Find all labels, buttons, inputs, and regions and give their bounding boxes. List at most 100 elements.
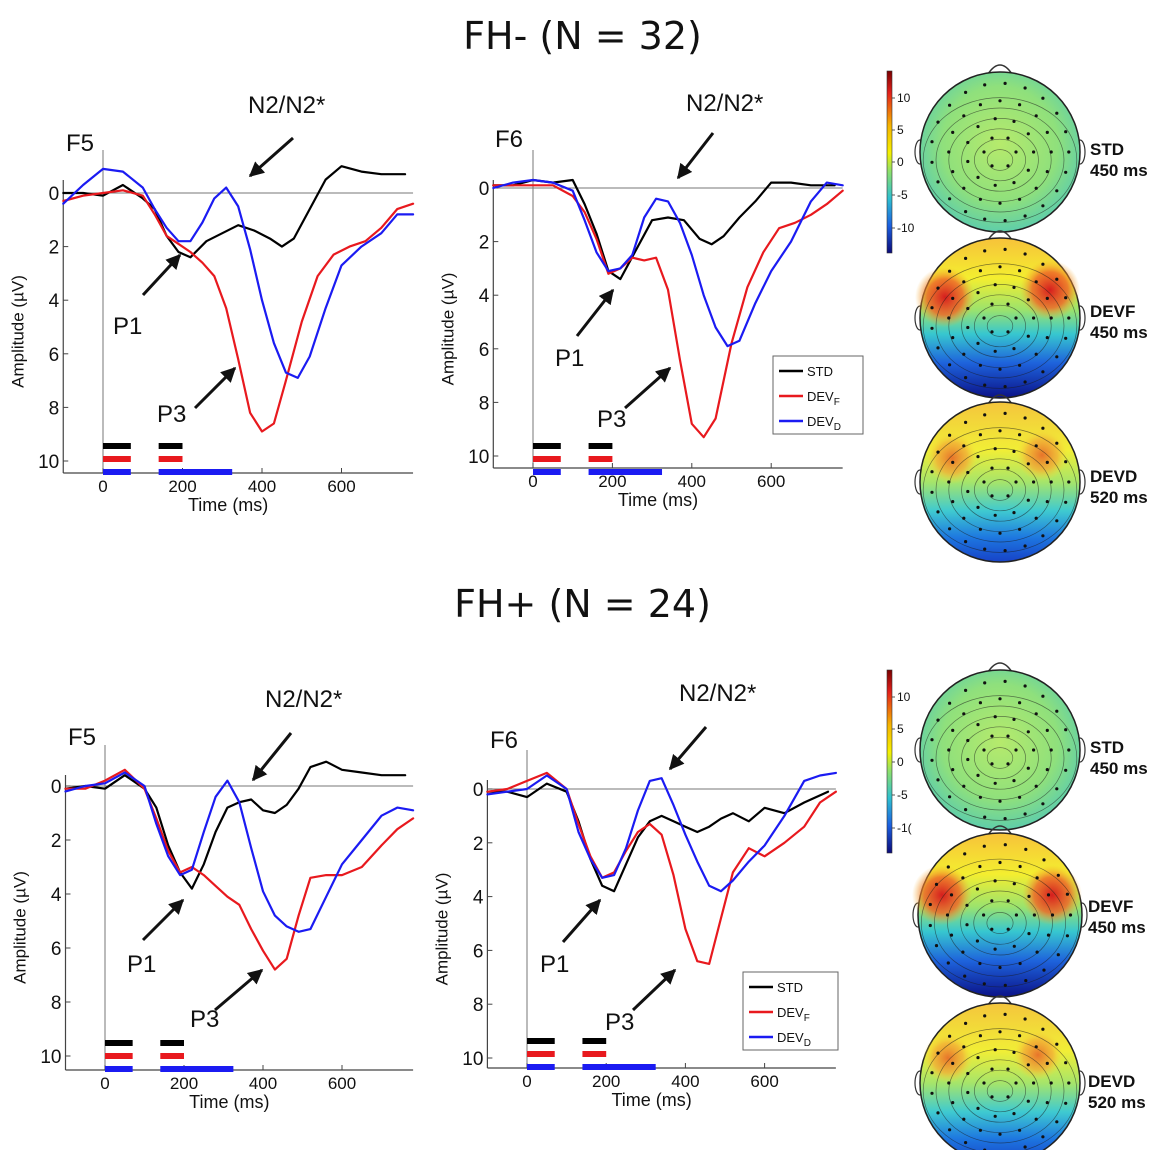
y-axis-label: Amplitude (µV) [432, 873, 451, 986]
electrode-dot [976, 455, 980, 459]
electrode-dot [983, 413, 987, 417]
series-line-devf [64, 768, 415, 971]
electrode-dot [966, 470, 970, 475]
electrode-dot [948, 433, 952, 437]
electrode-dot [1049, 480, 1053, 484]
electrode-dot [990, 164, 994, 168]
contour-line [935, 1038, 1065, 1144]
electrode-dot [976, 291, 980, 295]
electrode-dot [930, 490, 934, 494]
electrode-dot [948, 701, 952, 705]
electrode-dot [1064, 1061, 1068, 1065]
y-tick-label: 4 [49, 291, 60, 312]
electrode-dot [1014, 1081, 1018, 1085]
electrode-dot [934, 882, 939, 887]
electrode-dot [993, 447, 997, 451]
y-tick-label: 10 [468, 447, 489, 468]
electrode-dot [947, 480, 951, 484]
electrode-dot [949, 933, 954, 937]
electrode-dot [928, 902, 932, 907]
contour-line [973, 901, 1027, 945]
topomap-g2-devd [914, 995, 1086, 1150]
electrode-dot [978, 433, 983, 437]
significance-bar-devd [582, 1064, 656, 1070]
series-line-std [486, 782, 830, 893]
electrode-dot [966, 489, 970, 494]
significance-bar-devd [103, 469, 131, 475]
electrode-dot [1064, 336, 1068, 340]
annotation-arrow [214, 968, 264, 1012]
electrode-dot [990, 927, 994, 931]
electrode-dot [990, 762, 994, 766]
electrode-dot [1023, 544, 1027, 548]
y-tick-label: 6 [49, 345, 60, 366]
significance-bar-devf [582, 1051, 607, 1057]
electrode-dot [982, 480, 986, 484]
electrode-dot [1032, 316, 1036, 320]
series-line-devf [492, 184, 844, 439]
electrode-dot [1026, 498, 1030, 502]
y-tick-label: 0 [51, 777, 62, 798]
head-scalp-map [919, 71, 1081, 233]
legend-label-std: STD [777, 980, 803, 995]
significance-bar-devd [160, 1066, 234, 1072]
electrode-dot [978, 864, 982, 869]
y-axis-label: Amplitude (µV) [8, 275, 27, 388]
electrode-dot [951, 1101, 955, 1105]
electrode-dot [993, 879, 997, 883]
electrode-dot [978, 269, 983, 273]
y-tick-label: 10 [40, 1047, 61, 1068]
colorbar-gradient [886, 70, 893, 254]
electrode-dot [1006, 302, 1010, 306]
electrode-dot [1012, 449, 1016, 453]
y-axis-label: Amplitude (µV) [11, 871, 30, 984]
electrode-dot [1026, 334, 1030, 338]
electrode-dot [966, 306, 970, 311]
electrode-dot [1032, 150, 1036, 154]
y-tick-label: 4 [51, 885, 62, 906]
electrode-dot [1018, 269, 1022, 273]
contour-line [974, 736, 1026, 780]
electrode-dot [1003, 1012, 1007, 1017]
y-tick-label: 0 [49, 184, 60, 205]
electrode-dot [978, 527, 983, 531]
electrode-dot [964, 376, 968, 380]
legend-label-devf: DEVF [777, 1005, 810, 1024]
topomap-g1-std [914, 64, 1086, 233]
electrode-dot [1055, 787, 1059, 791]
electrode-dot [1045, 1061, 1049, 1065]
electrode-dot [982, 1081, 986, 1085]
electrode-dot [976, 341, 980, 345]
x-tick-label: 600 [327, 477, 355, 496]
erp-panel-fh-n-f5: 0 2 4 6 8 10 0 200 400 600 Time (ms) Amplitude (µV)… [8, 92, 415, 515]
electrode-dot [1041, 694, 1045, 698]
electrode-dot [993, 349, 997, 353]
x-tick-label: 0 [100, 1074, 109, 1093]
significance-bar-std [582, 1038, 607, 1044]
annotation-label: P3 [597, 406, 626, 433]
x-tick-label: 200 [170, 1074, 198, 1093]
annotation-arrow [575, 288, 615, 337]
y-tick-label: 8 [479, 393, 490, 414]
contour-line [935, 437, 1065, 543]
electrode-dot [928, 923, 932, 928]
x-tick-label: 0 [98, 477, 107, 496]
head-scalp-map [919, 669, 1081, 831]
topomap-label-g2-devf: DEVF 450 ms [1088, 897, 1146, 937]
electrode-dot [1034, 352, 1038, 356]
topomap-label-g2-devd: DEVD 520 ms [1088, 1072, 1146, 1112]
electrode-dot [966, 738, 970, 743]
electrode-dot [990, 136, 994, 140]
significance-bar-devf [527, 1051, 555, 1057]
contour-line [922, 695, 1078, 821]
electrode-dot [964, 1021, 968, 1025]
electrode-dot [1045, 130, 1049, 134]
electrode-dot [1035, 950, 1039, 954]
electrode-dot [951, 130, 955, 134]
electrode-dot [945, 913, 950, 917]
electrode-dot [1014, 748, 1018, 752]
series-line-std [492, 178, 836, 281]
electrode-dot [962, 1045, 966, 1049]
colorbar-tick-label: 0 [897, 155, 904, 169]
electrode-dot [1034, 712, 1038, 716]
